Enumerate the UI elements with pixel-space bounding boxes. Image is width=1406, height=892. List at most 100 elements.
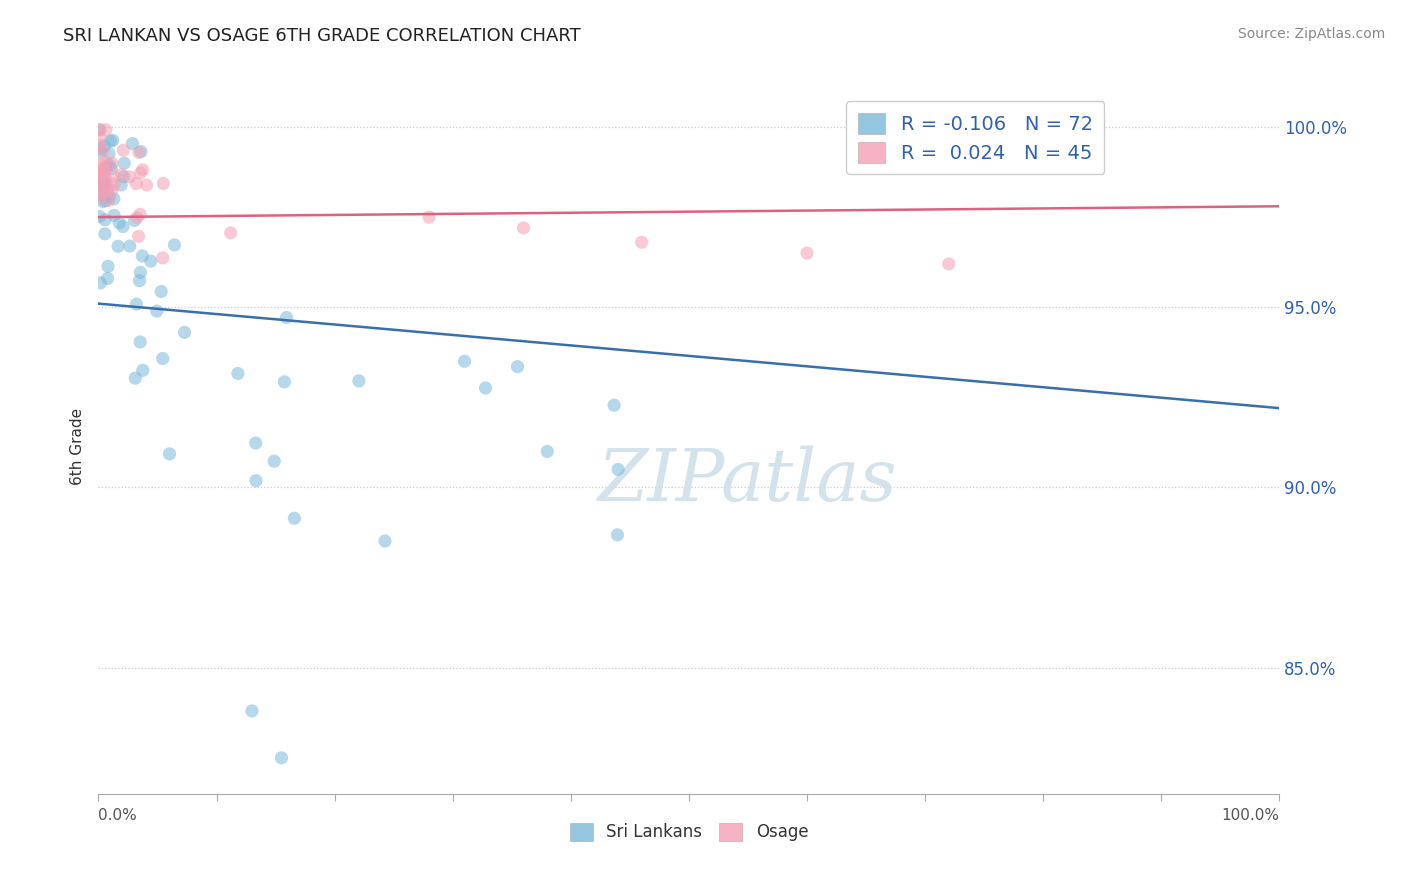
Point (125, 297, 148, 311)
Point (89, 122, 111, 136)
Point (128, 229, 150, 244)
Point (112, 143, 135, 157)
Point (146, 304, 169, 318)
Point (159, 447, 181, 461)
Point (139, 254, 162, 268)
Point (129, 334, 152, 349)
Point (347, 374, 370, 388)
Point (125, 177, 148, 191)
Point (89, 164, 111, 178)
Text: ZIPatlas: ZIPatlas (598, 445, 898, 516)
Point (90, 141, 112, 155)
Point (112, 169, 135, 184)
Point (107, 239, 129, 253)
Point (90, 174, 112, 188)
Point (94, 155, 117, 169)
Y-axis label: 6th Grade: 6th Grade (69, 408, 84, 484)
Point (91, 182, 114, 196)
Point (128, 145, 150, 160)
Point (89, 210, 111, 224)
Text: 0.0%: 0.0% (98, 808, 138, 823)
Point (163, 238, 186, 252)
Point (93, 139, 115, 153)
Point (796, 246, 818, 260)
Point (90, 186, 112, 200)
Point (97, 271, 120, 285)
Point (152, 177, 174, 191)
Point (89, 130, 111, 145)
Point (127, 211, 149, 225)
Point (100, 134, 122, 148)
Point (94, 227, 117, 241)
Point (96, 159, 118, 173)
Point (129, 207, 152, 221)
Point (536, 444, 558, 458)
Point (91, 194, 114, 209)
Point (512, 220, 534, 235)
Point (89, 173, 111, 187)
Point (124, 371, 146, 385)
Point (124, 213, 146, 227)
Point (89, 276, 111, 290)
Legend: Sri Lankans, Osage: Sri Lankans, Osage (562, 816, 815, 848)
Point (94, 212, 117, 227)
Point (101, 133, 124, 147)
Point (91, 178, 114, 192)
Point (273, 375, 295, 389)
Point (630, 235, 652, 250)
Point (100, 161, 122, 176)
Point (97, 180, 120, 194)
Text: 100.0%: 100.0% (1222, 808, 1279, 823)
Point (103, 169, 125, 184)
Point (89, 177, 111, 191)
Point (240, 704, 263, 718)
Point (89, 123, 111, 137)
Point (150, 285, 173, 299)
Text: SRI LANKAN VS OSAGE 6TH GRADE CORRELATION CHART: SRI LANKAN VS OSAGE 6TH GRADE CORRELATIO… (63, 27, 581, 45)
Point (89, 190, 111, 204)
Point (94, 122, 117, 136)
Point (98, 190, 121, 204)
Point (135, 178, 157, 192)
Point (131, 249, 153, 263)
Point (97, 260, 120, 274)
Point (418, 210, 440, 224)
Point (103, 209, 125, 223)
Point (90, 171, 112, 186)
Point (263, 454, 285, 468)
Point (129, 265, 152, 279)
Point (98, 158, 121, 172)
Point (607, 462, 630, 476)
Point (219, 226, 242, 240)
Point (110, 178, 132, 192)
Point (90, 182, 112, 196)
Point (173, 326, 195, 340)
Point (91, 144, 114, 158)
Point (94, 180, 117, 194)
Point (112, 156, 135, 170)
Point (96, 184, 118, 198)
Point (103, 178, 125, 192)
Point (94, 194, 117, 208)
Point (506, 359, 529, 374)
Point (89, 168, 111, 182)
Point (97, 146, 120, 161)
Point (111, 168, 134, 182)
Point (91, 161, 114, 176)
Point (121, 136, 143, 151)
Point (111, 219, 134, 234)
Point (226, 367, 249, 381)
Point (132, 363, 155, 377)
Point (89, 145, 111, 160)
Point (374, 534, 396, 549)
Point (94, 171, 117, 186)
Point (90, 158, 112, 172)
Point (606, 528, 628, 542)
Point (938, 257, 960, 271)
Point (245, 436, 267, 450)
Point (603, 398, 626, 412)
Point (283, 511, 305, 525)
Text: Source: ZipAtlas.com: Source: ZipAtlas.com (1237, 27, 1385, 41)
Point (108, 216, 131, 230)
Point (128, 274, 150, 288)
